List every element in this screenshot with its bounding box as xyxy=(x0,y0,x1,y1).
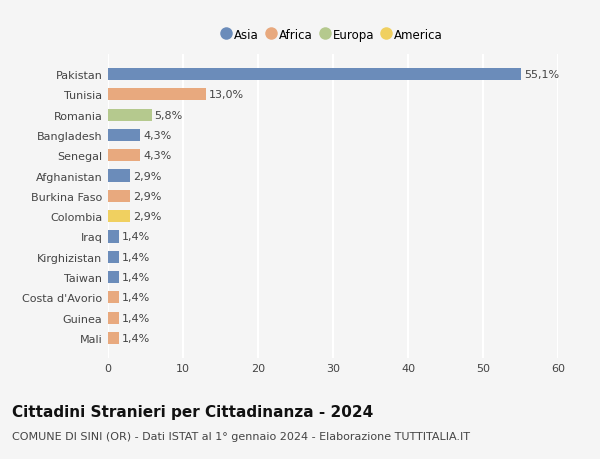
Bar xyxy=(108,312,119,324)
Text: 2,9%: 2,9% xyxy=(133,212,161,222)
Text: Cittadini Stranieri per Cittadinanza - 2024: Cittadini Stranieri per Cittadinanza - 2… xyxy=(12,404,373,419)
Text: 13,0%: 13,0% xyxy=(209,90,244,100)
Bar xyxy=(108,150,140,162)
Bar xyxy=(108,109,151,122)
Text: COMUNE DI SINI (OR) - Dati ISTAT al 1° gennaio 2024 - Elaborazione TUTTITALIA.IT: COMUNE DI SINI (OR) - Dati ISTAT al 1° g… xyxy=(12,431,470,442)
Text: 4,3%: 4,3% xyxy=(143,131,172,140)
Bar xyxy=(108,291,119,304)
Bar xyxy=(108,69,521,81)
Text: 5,8%: 5,8% xyxy=(155,111,183,120)
Bar xyxy=(108,251,119,263)
Text: 1,4%: 1,4% xyxy=(121,252,150,262)
Bar xyxy=(108,129,140,142)
Text: 1,4%: 1,4% xyxy=(121,273,150,282)
Bar xyxy=(108,89,205,101)
Bar xyxy=(108,170,130,182)
Text: 1,4%: 1,4% xyxy=(121,232,150,242)
Text: 1,4%: 1,4% xyxy=(121,333,150,343)
Text: 4,3%: 4,3% xyxy=(143,151,172,161)
Bar xyxy=(108,190,130,202)
Bar xyxy=(108,332,119,344)
Bar xyxy=(108,211,130,223)
Text: 55,1%: 55,1% xyxy=(524,70,559,80)
Bar xyxy=(108,271,119,284)
Legend: Asia, Africa, Europa, America: Asia, Africa, Europa, America xyxy=(218,24,448,46)
Text: 2,9%: 2,9% xyxy=(133,191,161,202)
Text: 1,4%: 1,4% xyxy=(121,293,150,302)
Text: 1,4%: 1,4% xyxy=(121,313,150,323)
Bar xyxy=(108,231,119,243)
Text: 2,9%: 2,9% xyxy=(133,171,161,181)
